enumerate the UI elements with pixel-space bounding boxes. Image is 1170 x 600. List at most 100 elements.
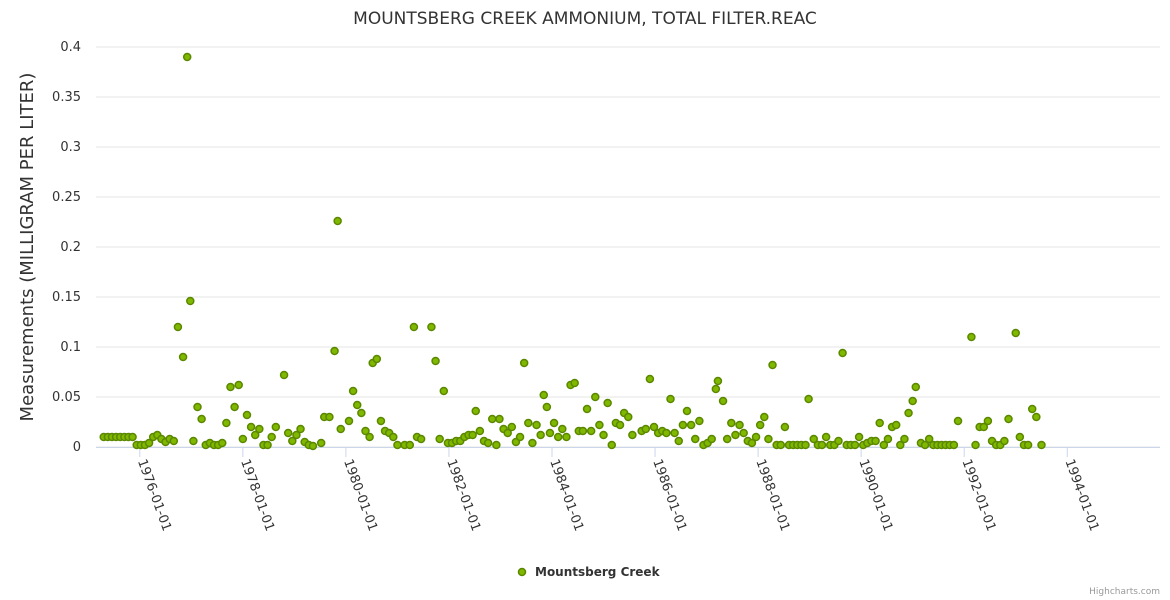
data-point[interactable] (503, 428, 512, 438)
data-point[interactable] (875, 418, 884, 428)
data-point[interactable] (718, 396, 728, 406)
data-point[interactable] (186, 296, 195, 306)
data-point[interactable] (197, 414, 206, 424)
data-point[interactable] (979, 422, 989, 432)
data-point[interactable] (495, 414, 504, 424)
data-point[interactable] (1037, 440, 1046, 450)
data-point[interactable] (144, 438, 154, 448)
data-point[interactable] (1027, 404, 1037, 414)
data-point[interactable] (735, 420, 744, 430)
data-point[interactable] (405, 440, 415, 450)
legend-label[interactable]: Mountsberg Creek (535, 565, 661, 579)
data-point[interactable] (628, 430, 637, 440)
data-point[interactable] (727, 418, 736, 428)
data-point[interactable] (558, 424, 567, 434)
data-point[interactable] (189, 436, 198, 446)
data-point[interactable] (545, 428, 555, 438)
data-point[interactable] (292, 430, 301, 440)
credits-link[interactable]: Highcharts.com (1089, 587, 1160, 597)
data-point[interactable] (801, 440, 810, 450)
data-point[interactable] (255, 424, 264, 434)
data-point[interactable] (713, 376, 723, 386)
data-point[interactable] (607, 440, 617, 450)
data-point[interactable] (178, 352, 188, 362)
data-point[interactable] (739, 428, 748, 438)
data-point[interactable] (250, 430, 260, 440)
data-point[interactable] (1004, 414, 1013, 424)
data-point[interactable] (666, 394, 675, 404)
data-point[interactable] (279, 370, 289, 380)
data-point[interactable] (562, 432, 571, 442)
data-point[interactable] (542, 402, 552, 412)
data-point[interactable] (971, 440, 980, 450)
data-point[interactable] (707, 434, 716, 444)
data-point[interactable] (515, 432, 525, 442)
data-point[interactable] (325, 412, 334, 422)
data-point[interactable] (492, 440, 501, 450)
data-point[interactable] (780, 422, 790, 432)
data-point[interactable] (222, 418, 231, 428)
data-point[interactable] (519, 358, 529, 368)
data-point[interactable] (599, 430, 608, 440)
data-point[interactable] (169, 436, 179, 446)
data-point[interactable] (330, 346, 339, 356)
data-point[interactable] (352, 400, 362, 410)
data-point[interactable] (333, 216, 342, 226)
data-point[interactable] (1000, 436, 1009, 446)
data-point[interactable] (283, 428, 293, 438)
data-point[interactable] (365, 432, 374, 442)
data-point[interactable] (336, 424, 345, 434)
data-point[interactable] (641, 424, 651, 434)
data-point[interactable] (348, 386, 358, 396)
data-point[interactable] (536, 430, 545, 440)
data-point[interactable] (267, 432, 276, 442)
data-point[interactable] (711, 384, 721, 394)
data-point[interactable] (427, 322, 436, 332)
data-point[interactable] (670, 428, 679, 438)
data-point[interactable] (871, 436, 880, 446)
data-point[interactable] (817, 440, 827, 450)
data-point[interactable] (776, 440, 786, 450)
data-point[interactable] (173, 322, 183, 332)
data-point[interactable] (475, 426, 485, 436)
data-point[interactable] (553, 432, 563, 442)
data-point[interactable] (678, 420, 688, 430)
data-point[interactable] (532, 420, 541, 430)
data-point[interactable] (768, 360, 777, 370)
data-point[interactable] (896, 440, 905, 450)
data-point[interactable] (471, 406, 480, 416)
data-point[interactable] (439, 386, 449, 396)
data-point[interactable] (838, 348, 847, 358)
data-point[interactable] (645, 374, 655, 384)
data-point[interactable] (549, 418, 559, 428)
data-point[interactable] (911, 382, 921, 392)
data-point[interactable] (308, 441, 318, 451)
data-point[interactable] (1032, 412, 1041, 422)
data-point[interactable] (217, 438, 227, 448)
data-point[interactable] (226, 382, 235, 392)
data-point[interactable] (393, 440, 402, 450)
data-point[interactable] (731, 430, 740, 440)
data-point[interactable] (695, 416, 704, 426)
data-point[interactable] (372, 354, 382, 364)
data-point[interactable] (904, 408, 913, 418)
data-point[interactable] (570, 378, 579, 388)
data-point[interactable] (578, 426, 588, 436)
data-point[interactable] (983, 416, 993, 426)
data-point[interactable] (649, 422, 659, 432)
data-point[interactable] (242, 410, 252, 420)
data-point[interactable] (288, 436, 297, 446)
data-point[interactable] (357, 408, 366, 418)
data-point[interactable] (682, 406, 692, 416)
legend[interactable]: Mountsberg Creek (517, 565, 661, 579)
data-point[interactable] (920, 440, 930, 450)
data-point[interactable] (809, 434, 818, 444)
data-point[interactable] (924, 434, 934, 444)
data-point[interactable] (615, 420, 625, 430)
data-point[interactable] (263, 440, 272, 450)
data-point[interactable] (468, 430, 477, 440)
data-point[interactable] (539, 390, 549, 400)
data-point[interactable] (238, 434, 248, 444)
data-point[interactable] (674, 436, 684, 446)
data-point[interactable] (296, 424, 305, 434)
